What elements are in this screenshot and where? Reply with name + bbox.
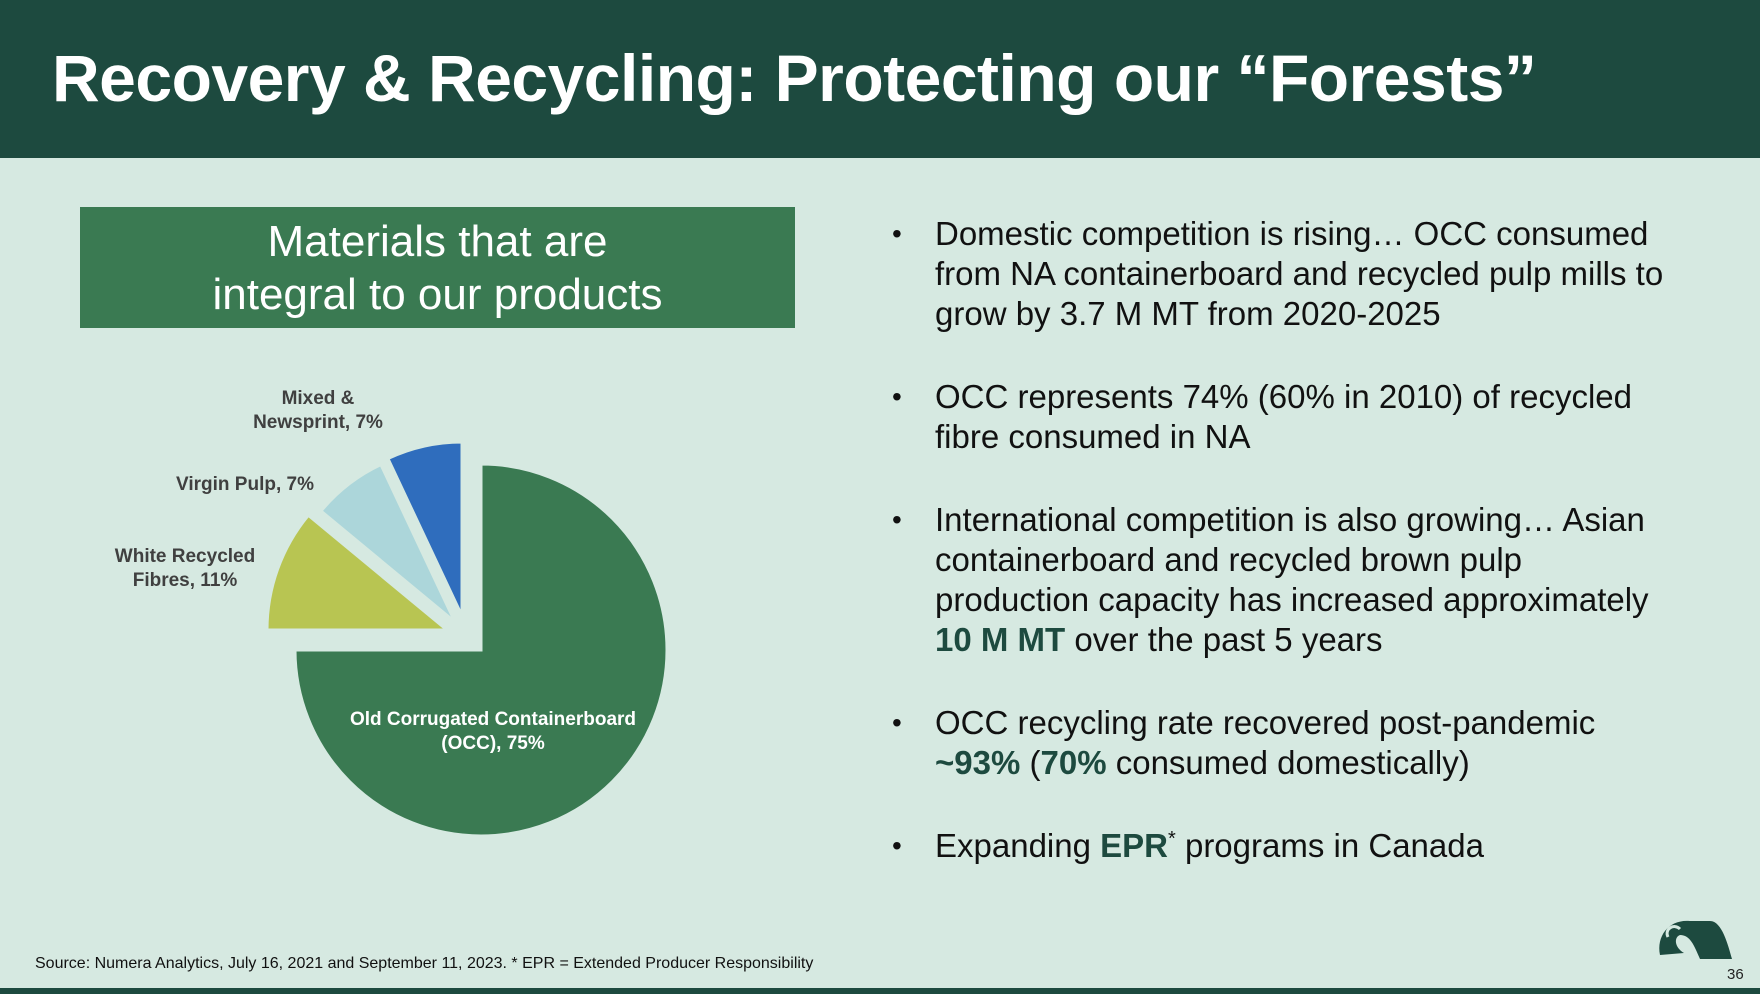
- highlight-text: 10 M MT: [935, 621, 1066, 658]
- pie-slice: [293, 462, 669, 838]
- slice-label-line: (OCC), 75%: [441, 733, 545, 754]
- page-number: 36: [1727, 966, 1744, 983]
- pie-slice: [318, 462, 457, 624]
- slice-label-line: Newsprint, 7%: [253, 412, 383, 433]
- bullet-text: (: [1020, 744, 1041, 781]
- source-footnote: Source: Numera Analytics, July 16, 2021 …: [35, 955, 814, 972]
- bullet-text: over the past 5 years: [1065, 621, 1383, 658]
- highlight-text: ~93%: [935, 744, 1021, 781]
- bullet-item: OCC represents 74% (60% in 2010) of recy…: [880, 377, 1680, 457]
- highlight-text: EPR: [1100, 827, 1168, 864]
- pie-slice: [265, 513, 452, 632]
- slide-title: Recovery & Recycling: Protecting our “Fo…: [52, 41, 1537, 115]
- slice-label: Mixed & Newsprint, 7%: [253, 388, 383, 433]
- bullet-item: OCC recycling rate recovered post-pandem…: [880, 703, 1680, 783]
- slice-label-line: Virgin Pulp, 7%: [176, 474, 314, 495]
- leaf-logo-icon: [1659, 920, 1732, 959]
- bullet-item: International competition is also growin…: [880, 500, 1680, 660]
- slice-label-line: Mixed &: [282, 388, 355, 409]
- pie-slice: [385, 440, 464, 617]
- title-bar: Recovery & Recycling: Protecting our “Fo…: [0, 0, 1760, 158]
- bullet-text: OCC represents 74% (60% in 2010) of recy…: [935, 378, 1632, 455]
- highlight-text: 70%: [1040, 744, 1107, 781]
- materials-callout: Materials that are integral to our produ…: [80, 207, 795, 328]
- slice-label-line: Fibres, 11%: [133, 570, 238, 591]
- bullet-item: Domestic competition is rising… OCC cons…: [880, 214, 1680, 334]
- bottom-rule: [0, 988, 1760, 994]
- slice-label-line: Old Corrugated Containerboard: [350, 709, 636, 730]
- bullet-text: programs in Canada: [1175, 827, 1484, 864]
- bullet-item: Expanding EPR* programs in Canada: [880, 826, 1680, 866]
- bullet-text: *: [1168, 828, 1176, 850]
- bullet-text: Expanding: [935, 827, 1101, 864]
- bullet-list: Domestic competition is rising… OCC cons…: [880, 214, 1680, 866]
- slice-label: White Recycled Fibres, 11%: [115, 546, 255, 591]
- slice-label-line: White Recycled: [115, 546, 255, 567]
- bullet-text: OCC recycling rate recovered post-pandem…: [935, 704, 1596, 741]
- bullet-text: consumed domestically): [1106, 744, 1470, 781]
- bullet-text: Domestic competition is rising… OCC cons…: [935, 215, 1664, 332]
- callout-text: Materials that are integral to our produ…: [212, 216, 663, 319]
- slice-label: Virgin Pulp, 7%: [176, 474, 314, 495]
- slice-label: Old Corrugated Containerboard (OCC), 75%: [350, 709, 636, 754]
- bullet-text: International competition is also growin…: [935, 501, 1649, 618]
- materials-pie-chart: Old Corrugated Containerboard (OCC), 75% W…: [115, 388, 669, 838]
